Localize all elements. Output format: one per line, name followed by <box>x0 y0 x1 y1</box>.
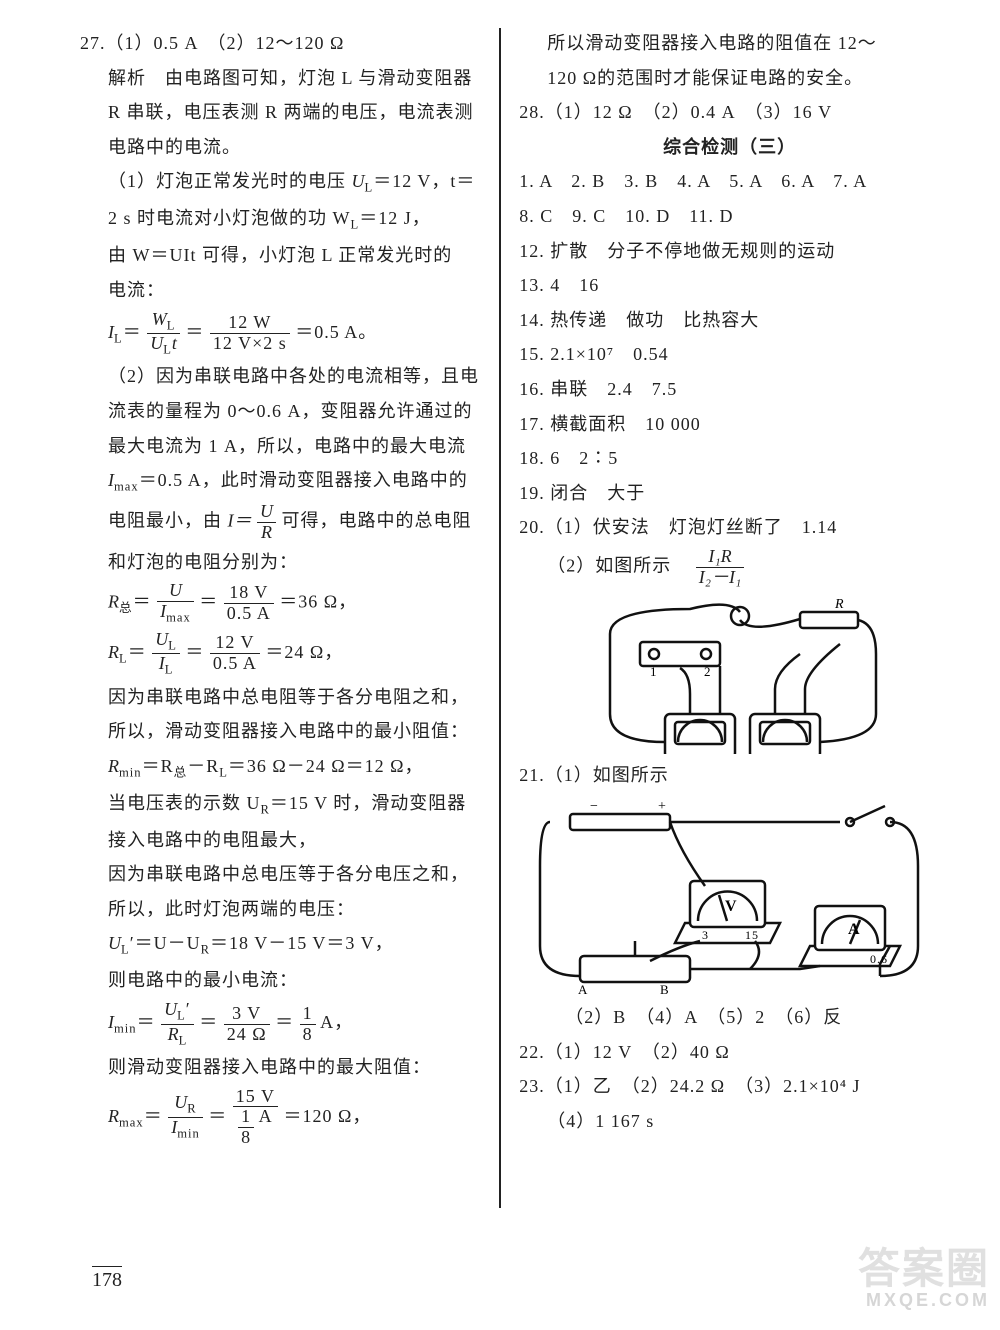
label-3: 3 <box>702 928 709 942</box>
answer-line: 14. 热传递 做功 比热容大 <box>519 305 940 336</box>
part4-line: 因为串联电路中总电压等于各分电压之和， <box>80 859 481 890</box>
answer-line: 23.（1）乙 （2）24.2 Ω （3）2.1×10⁴ J <box>519 1071 940 1102</box>
answer-line: 20.（1）伏安法 灯泡灯丝断了 1.14 <box>519 512 940 543</box>
part1-line: （1）灯泡正常发光时的电压 UL＝12 V，t＝ <box>80 166 481 199</box>
part3-line: 因为串联电路中总电阻等于各分电阻之和， <box>80 682 481 713</box>
watermark: 答案圈 MXQE.COM <box>858 1247 990 1310</box>
label-A: A <box>848 921 861 938</box>
answer-line: 17. 横截面积 10 000 <box>519 409 940 440</box>
explanation-line: 电路中的电流。 <box>80 132 481 163</box>
part1-line: 由 W＝UIt 可得，小灯泡 L 正常发光时的 <box>80 240 481 271</box>
label-plus: + <box>658 799 667 814</box>
label-R: R <box>834 597 845 612</box>
answer-line: 18. 6 2∶5 <box>519 443 940 474</box>
right-column: 所以滑动变阻器接入电路的阻值在 12～ 120 Ω的范围时才能保证电路的安全。 … <box>499 28 940 1208</box>
answer-line: 15. 2.1×10⁷ 0.54 <box>519 339 940 370</box>
equation-Rtotal: R总＝ UImax ＝ 18 V0.5 A ＝36 Ω， <box>80 581 481 625</box>
section-title: 综合检测（三） <box>519 132 940 163</box>
equation-RL: RL＝ ULIL ＝ 12 V0.5 A ＝24 Ω， <box>80 630 481 678</box>
answer-line: 13. 4 16 <box>519 270 940 301</box>
left-column: 27.（1）0.5 A （2）12～120 Ω 解析 由电路图可知，灯泡 L 与… <box>80 28 499 1208</box>
explanation-line: R 串联，电压表测 R 两端的电压，电流表测 <box>80 97 481 128</box>
part2-line: （2）因为串联电路中各处的电流相等，且电 <box>80 361 481 392</box>
label-15: 15 <box>745 928 759 942</box>
part2-line: 流表的量程为 0～0.6 A，变阻器允许通过的 <box>80 396 481 427</box>
continuation-line: 120 Ω的范围时才能保证电路的安全。 <box>519 63 940 94</box>
label-B: B <box>660 982 670 996</box>
answer-line: 16. 串联 2.4 7.5 <box>519 374 940 405</box>
part2-line: 电阻最小，由 I＝ UR 可得，电路中的总电阻 <box>80 502 481 543</box>
label-minus: − <box>590 799 599 814</box>
label-V: V <box>725 898 738 915</box>
equation-UL: UL′＝U－UR＝18 V－15 V＝3 V， <box>80 928 481 961</box>
part5-line: 则滑动变阻器接入电路中的最大阻值： <box>80 1052 481 1083</box>
circuit-figure-2: − + V A 3 15 0.6 A B <box>530 796 930 996</box>
equation-Imin: Imin＝ UL′RL ＝ 3 V24 Ω ＝ 18 A， <box>80 1000 481 1048</box>
part1-line: 2 s 时电流对小灯泡做的功 WL＝12 J， <box>80 203 481 236</box>
explanation-line: 解析 由电路图可知，灯泡 L 与滑动变阻器 <box>80 63 481 94</box>
answer-line: 19. 闭合 大于 <box>519 478 940 509</box>
answer-line: 1. A 2. B 3. B 4. A 5. A 6. A 7. A <box>519 166 940 197</box>
part4-line: 所以，此时灯泡两端的电压： <box>80 894 481 925</box>
label-06: 0.6 <box>870 952 888 966</box>
page-number: 178 <box>92 1266 122 1292</box>
circuit-figure-1: R 1 2 <box>570 594 890 754</box>
q27-answer: 27.（1）0.5 A （2）12～120 Ω <box>80 28 481 59</box>
label-2: 2 <box>704 664 712 679</box>
q28-answer: 28.（1）12 Ω （2）0.4 A （3）16 V <box>519 97 940 128</box>
part4-line: 当电压表的示数 UR＝15 V 时，滑动变阻器 <box>80 788 481 821</box>
part2-line: 最大电流为 1 A，所以，电路中的最大电流 <box>80 431 481 462</box>
equation-IL: IL＝ WLULt ＝ 12 W12 V×2 s ＝0.5 A。 <box>80 310 481 358</box>
part1-line: 电流： <box>80 275 481 306</box>
answer-line: 8. C 9. C 10. D 11. D <box>519 201 940 232</box>
equation-Rmin: Rmin＝R总－RL＝36 Ω－24 Ω＝12 Ω， <box>80 751 481 784</box>
part3-line: 所以，滑动变阻器接入电路中的最小阻值： <box>80 716 481 747</box>
answer-line: （2）如图所示 I₁RI₂－I₁ <box>519 547 940 588</box>
answer-line: 12. 扩散 分子不停地做无规则的运动 <box>519 236 940 267</box>
part2-line: Imax＝0.5 A，此时滑动变阻器接入电路中的 <box>80 465 481 498</box>
label-1: 1 <box>650 664 658 679</box>
answer-line: （2）B （4）A （5）2 （6）反 <box>519 1002 940 1033</box>
part4-line: 则电路中的最小电流： <box>80 965 481 996</box>
continuation-line: 所以滑动变阻器接入电路的阻值在 12～ <box>519 28 940 59</box>
answer-line: （4）1 167 s <box>519 1106 940 1137</box>
answer-line: 21.（1）如图所示 <box>519 760 940 791</box>
part2-line: 和灯泡的电阻分别为： <box>80 547 481 578</box>
part4-line: 接入电路中的电阻最大， <box>80 825 481 856</box>
equation-Rmax: Rmax＝ URImin ＝ 15 V18 A ＝120 Ω， <box>80 1087 481 1148</box>
answer-line: 22.（1）12 V （2）40 Ω <box>519 1037 940 1068</box>
label-A2: A <box>578 982 588 996</box>
